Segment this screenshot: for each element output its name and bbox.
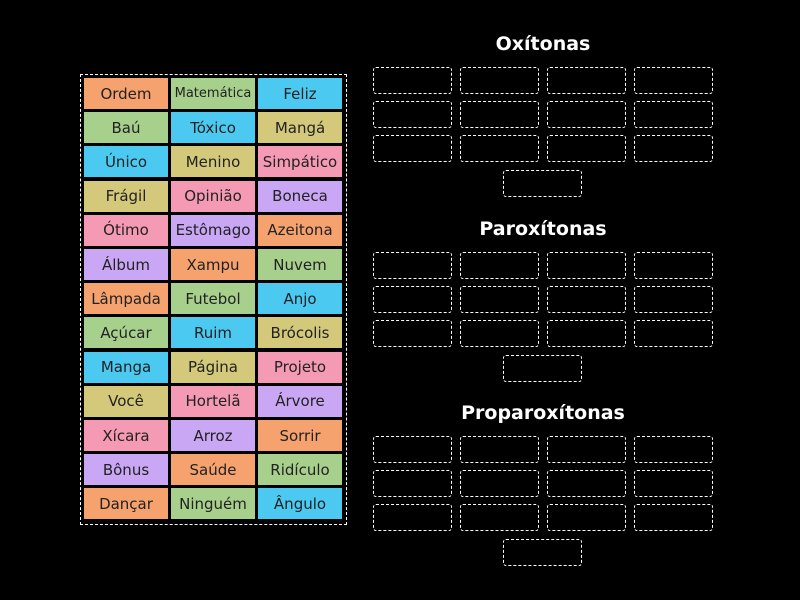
- word-tile[interactable]: Ordem: [84, 78, 168, 109]
- word-tile[interactable]: Manga: [84, 351, 168, 383]
- drop-slot[interactable]: [547, 504, 626, 531]
- word-tile[interactable]: Ridículo: [258, 454, 342, 486]
- drop-slot[interactable]: [547, 251, 626, 279]
- drop-slot[interactable]: [460, 504, 539, 531]
- drop-slot[interactable]: [634, 504, 713, 531]
- word-tile[interactable]: Simpático: [258, 146, 342, 178]
- word-tile[interactable]: Tóxico: [171, 112, 255, 144]
- tile-panel: [80, 74, 347, 525]
- word-tile[interactable]: Dançar: [84, 488, 168, 520]
- word-tile[interactable]: Anjo: [258, 283, 342, 315]
- group-title: Oxítonas: [495, 33, 591, 55]
- drop-slot[interactable]: [460, 67, 539, 94]
- word-tile[interactable]: Azeitona: [258, 214, 342, 246]
- word-tile[interactable]: Feliz: [258, 78, 342, 109]
- drop-slot[interactable]: [373, 135, 452, 162]
- drop-slot[interactable]: [547, 285, 626, 313]
- word-tile[interactable]: Sorrir: [258, 420, 342, 451]
- drop-slot[interactable]: [634, 436, 713, 463]
- word-tile[interactable]: Hortelã: [171, 385, 255, 417]
- word-tile[interactable]: Estômago: [171, 214, 255, 246]
- word-tile[interactable]: Mangá: [258, 112, 342, 144]
- drop-slot[interactable]: [547, 436, 626, 463]
- word-tile[interactable]: Único: [84, 146, 168, 178]
- word-tile[interactable]: Xampu: [171, 249, 255, 280]
- drop-slot[interactable]: [460, 101, 539, 128]
- word-tile[interactable]: Árvore: [258, 385, 342, 417]
- word-tile[interactable]: Projeto: [258, 351, 342, 383]
- drop-slot[interactable]: [634, 67, 713, 94]
- word-tile[interactable]: Arroz: [171, 420, 255, 451]
- word-tile[interactable]: Menino: [171, 146, 255, 178]
- drop-slot[interactable]: [634, 470, 713, 497]
- drop-slot[interactable]: [373, 67, 452, 94]
- drop-slot[interactable]: [460, 285, 539, 313]
- drop-slot[interactable]: [634, 135, 713, 162]
- word-tile[interactable]: Futebol: [171, 283, 255, 315]
- word-tile[interactable]: Ângulo: [258, 488, 342, 520]
- word-tile[interactable]: Frágil: [84, 180, 168, 212]
- drop-slot[interactable]: [503, 170, 582, 197]
- word-tile[interactable]: Ruim: [171, 317, 255, 349]
- word-tile[interactable]: Você: [84, 385, 168, 417]
- drop-slot[interactable]: [503, 539, 582, 566]
- word-tile[interactable]: Saúde: [171, 454, 255, 486]
- drop-slot[interactable]: [547, 101, 626, 128]
- word-tile[interactable]: Brócolis: [258, 317, 342, 349]
- word-tile[interactable]: Xícara: [84, 420, 168, 451]
- drop-slot[interactable]: [547, 67, 626, 94]
- drop-slot[interactable]: [547, 319, 626, 347]
- word-tile[interactable]: Ninguém: [171, 488, 255, 520]
- word-tile[interactable]: Baú: [84, 112, 168, 144]
- drop-slot[interactable]: [373, 504, 452, 531]
- drop-slot[interactable]: [460, 436, 539, 463]
- drop-slot[interactable]: [460, 135, 539, 162]
- word-tile[interactable]: Opinião: [171, 180, 255, 212]
- drop-slot[interactable]: [373, 285, 452, 313]
- word-tile[interactable]: Álbum: [84, 249, 168, 280]
- drop-slot[interactable]: [634, 319, 713, 347]
- drop-slot[interactable]: [460, 319, 539, 347]
- drop-slot[interactable]: [373, 470, 452, 497]
- word-tile[interactable]: Nuvem: [258, 249, 342, 280]
- drop-slot[interactable]: [634, 101, 713, 128]
- word-tile[interactable]: Bônus: [84, 454, 168, 486]
- group-title: Proparoxítonas: [461, 402, 625, 424]
- word-tile[interactable]: Lâmpada: [84, 283, 168, 315]
- group-title: Paroxítonas: [479, 217, 607, 240]
- word-tile[interactable]: Açúcar: [84, 317, 168, 349]
- drop-slot[interactable]: [547, 470, 626, 497]
- word-tile[interactable]: Boneca: [258, 180, 342, 212]
- word-tile[interactable]: Ótimo: [84, 214, 168, 246]
- drop-slot[interactable]: [373, 251, 452, 279]
- word-tile[interactable]: Página: [171, 351, 255, 383]
- drop-slot[interactable]: [373, 319, 452, 347]
- drop-slot[interactable]: [634, 285, 713, 313]
- drop-slot[interactable]: [634, 251, 713, 279]
- drop-slot[interactable]: [373, 436, 452, 463]
- drop-slot[interactable]: [460, 251, 539, 279]
- drop-slot[interactable]: [460, 470, 539, 497]
- drop-slot[interactable]: [503, 354, 582, 382]
- word-tile[interactable]: Matemática: [171, 78, 255, 109]
- drop-slot[interactable]: [373, 101, 452, 128]
- drop-slot[interactable]: [547, 135, 626, 162]
